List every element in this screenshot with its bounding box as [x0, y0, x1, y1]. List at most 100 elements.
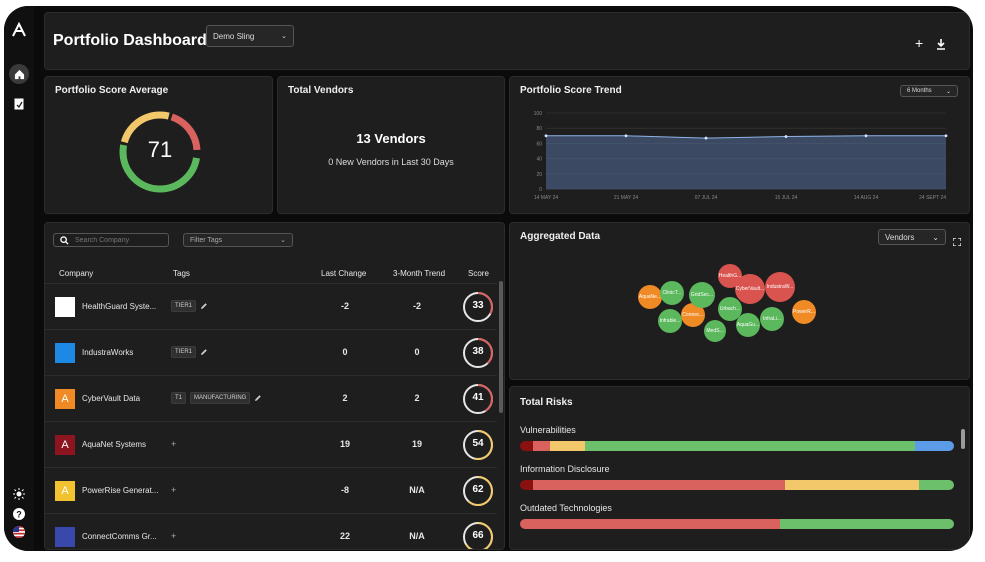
main-area: Portfolio Dashboard Demo Sling ⌄ + Portf…: [40, 10, 970, 550]
company-name[interactable]: AquaNet Systems: [82, 440, 147, 449]
risk-bar-segment: [919, 480, 954, 490]
vendor-bubble[interactable]: Infrable...: [658, 309, 682, 333]
trend-point: [864, 134, 868, 138]
trend-period-select[interactable]: 6 Months ⌄: [900, 85, 958, 97]
risk-bar[interactable]: [520, 519, 954, 529]
column-header-tags[interactable]: Tags: [173, 269, 190, 278]
company-logo: A: [55, 389, 75, 409]
table-row[interactable]: HealthGuard Syste... TIER1 -2 -2 33: [45, 283, 497, 330]
company-logo: [55, 527, 75, 547]
column-header-score[interactable]: Score: [468, 269, 489, 278]
left-rail: ?: [4, 6, 34, 551]
column-header-trend[interactable]: 3-Month Trend: [393, 269, 446, 278]
risk-bar[interactable]: [520, 441, 954, 451]
home-icon[interactable]: [9, 64, 29, 84]
column-header-last-change[interactable]: Last Change: [321, 269, 367, 278]
company-name[interactable]: PowerRise Generat...: [82, 486, 159, 495]
score-ring: 41: [462, 383, 494, 415]
risk-bar-segment: [533, 480, 785, 490]
plus-icon[interactable]: +: [915, 35, 924, 51]
risk-bar-segment: [585, 441, 915, 451]
download-icon[interactable]: [936, 37, 946, 55]
company-name[interactable]: HealthGuard Syste...: [82, 302, 157, 311]
score-average-title: Portfolio Score Average: [55, 85, 169, 96]
edit-tags-icon[interactable]: [200, 343, 208, 361]
risk-bar-segment: [784, 480, 920, 490]
total-risks-title: Total Risks: [520, 397, 573, 408]
add-tag-button[interactable]: +: [171, 531, 177, 541]
tag-list: TIER1: [171, 299, 208, 313]
table-row[interactable]: A CyberVault Data T1 MANUFACTURING 2 2 41: [45, 375, 497, 422]
organization-select[interactable]: Demo Sling ⌄: [206, 25, 294, 47]
vendor-bubble[interactable]: Urbach...: [718, 297, 742, 321]
score-ring: 33: [462, 291, 494, 323]
x-tick-label: 21 MAY 24: [614, 195, 638, 201]
tag-badge: TIER1: [171, 346, 197, 358]
brand-logo-icon[interactable]: [9, 20, 29, 40]
risk-bar-segment: [533, 441, 551, 451]
trend-value: N/A: [409, 485, 425, 495]
risk-bar-segment: [780, 519, 954, 529]
score-value: 62: [472, 484, 484, 495]
table-row[interactable]: A AquaNet Systems +19 19 54: [45, 421, 497, 468]
expand-icon[interactable]: [952, 233, 962, 251]
aggregated-view-value: Vendors: [885, 232, 915, 242]
aggregated-data-card: Aggregated Data Vendors ⌄ HealthG... Cybe…: [509, 222, 970, 380]
table-row[interactable]: IndustraWorks TIER1 0 0 38: [45, 329, 497, 376]
x-tick-label: 15 JUL 24: [775, 195, 798, 201]
score-trend-title: Portfolio Score Trend: [520, 85, 622, 96]
last-change-value: 19: [339, 439, 350, 449]
vendor-bubble[interactable]: PowerR...: [792, 300, 816, 324]
tag-list: +: [171, 529, 176, 543]
vendor-bubble[interactable]: ClinicT...: [660, 281, 684, 305]
vendor-bubble[interactable]: GridSec...: [689, 282, 715, 308]
vendor-bubble[interactable]: InfraLi...: [760, 307, 784, 331]
aggregated-view-select[interactable]: Vendors ⌄: [878, 229, 946, 245]
score-value: 33: [472, 300, 484, 311]
score-value: 66: [472, 530, 484, 541]
last-change-value: -8: [340, 485, 349, 495]
add-tag-button[interactable]: +: [171, 439, 177, 449]
score-trend-card: Portfolio Score Trend 6 Months ⌄ 100 80 60…: [509, 76, 970, 214]
edit-tags-icon[interactable]: [200, 297, 208, 315]
risks-scrollbar[interactable]: [961, 429, 965, 449]
search-company-input[interactable]: [75, 236, 165, 244]
aggregated-data-title: Aggregated Data: [520, 231, 601, 242]
company-name[interactable]: ConnectComms Gr...: [82, 532, 157, 541]
vendor-bubble[interactable]: AquaNe...: [638, 285, 662, 309]
trend-point: [624, 134, 628, 138]
vendor-bubble[interactable]: IndustraW...: [765, 272, 795, 302]
column-header-company[interactable]: Company: [59, 269, 94, 278]
trend-value: 19: [411, 439, 422, 449]
risk-bar-segment: [520, 480, 534, 490]
add-tag-button[interactable]: +: [171, 485, 177, 495]
risk-label: Information Disclosure: [520, 464, 610, 474]
trend-line: [546, 135, 946, 139]
vendor-bubble[interactable]: CyberVault...: [735, 274, 765, 304]
document-icon[interactable]: [9, 94, 29, 114]
company-name[interactable]: CyberVault Data: [82, 394, 141, 403]
table-scrollbar[interactable]: [499, 281, 503, 413]
filter-tags-select[interactable]: Filter Tags ⌄: [183, 233, 293, 247]
company-name[interactable]: IndustraWorks: [82, 348, 134, 357]
table-row[interactable]: A PowerRise Generat... + -8 N/A 62: [45, 467, 497, 514]
table-row[interactable]: ConnectComms Gr... +22 N/A 66: [45, 513, 497, 549]
trend-value: -2: [412, 301, 421, 311]
total-vendors-card: Total Vendors 13 Vendors 0 New Vendors i…: [277, 76, 505, 214]
trend-chart: 100 80 60 40 20 0 14 MAY 24 21 MAY 24 07 JUL 24 1…: [534, 111, 948, 201]
edit-tags-icon[interactable]: [254, 389, 262, 407]
trend-value: N/A: [409, 531, 425, 541]
help-icon[interactable]: ?: [9, 504, 29, 524]
vendor-bubble[interactable]: MedS...: [704, 320, 726, 342]
search-company-field[interactable]: [53, 233, 169, 247]
company-logo: A: [55, 435, 75, 455]
risk-bar[interactable]: [520, 480, 954, 490]
tag-list: T1 MANUFACTURING: [171, 391, 262, 405]
vendor-bubble[interactable]: AquaGu...: [736, 313, 760, 337]
us-flag-icon[interactable]: [9, 522, 29, 542]
company-logo: A: [55, 481, 75, 501]
tag-list: +: [171, 437, 176, 451]
total-vendors-title: Total Vendors: [288, 85, 354, 96]
sun-icon[interactable]: [9, 484, 29, 504]
chevron-down-icon: ⌄: [945, 88, 951, 95]
